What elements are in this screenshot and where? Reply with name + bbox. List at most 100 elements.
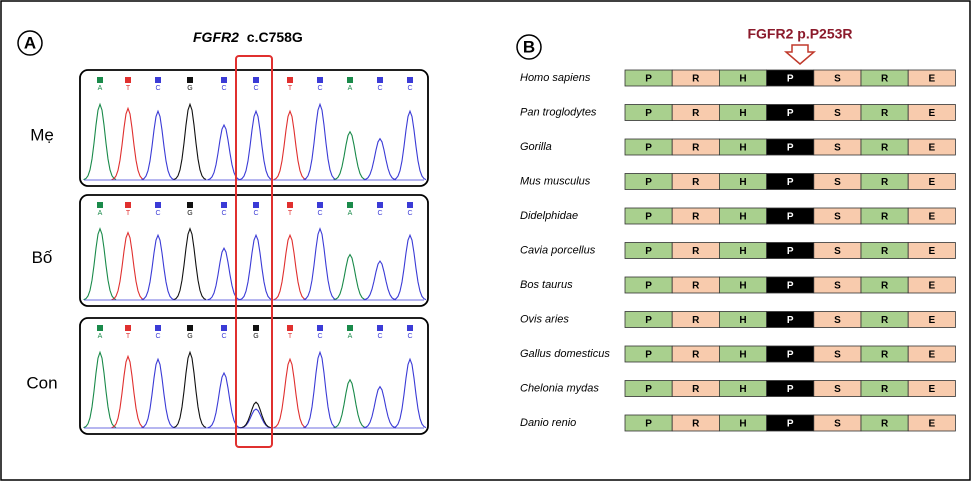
residue: P — [787, 143, 794, 154]
residue: P — [787, 108, 794, 119]
residue: P — [787, 246, 794, 257]
base-marker — [377, 77, 383, 83]
base-call: C — [221, 85, 226, 92]
gene-name: FGFR2 — [193, 29, 239, 45]
residue: E — [928, 281, 935, 292]
base-marker — [317, 202, 323, 208]
residue: E — [928, 74, 935, 85]
species-name: Mus musculus — [520, 175, 591, 187]
base-marker — [253, 202, 259, 208]
base-call: T — [126, 333, 131, 340]
residue: R — [692, 143, 700, 154]
base-marker — [287, 325, 293, 331]
base-marker — [221, 202, 227, 208]
panel-label: A — [24, 33, 36, 52]
base-call: T — [126, 85, 131, 92]
residue: R — [692, 384, 700, 395]
residue: E — [928, 315, 935, 326]
residue: H — [739, 281, 746, 292]
residue: R — [881, 108, 889, 119]
base-call: C — [317, 85, 322, 92]
residue: E — [928, 384, 935, 395]
residue: H — [739, 419, 746, 430]
base-marker — [347, 325, 353, 331]
residue: R — [881, 177, 889, 188]
residue: H — [739, 315, 746, 326]
residue: E — [928, 143, 935, 154]
residue: P — [645, 108, 652, 119]
base-call: A — [348, 333, 353, 340]
base-marker — [187, 202, 193, 208]
residue: P — [645, 143, 652, 154]
residue: P — [645, 315, 652, 326]
base-call: A — [98, 85, 103, 92]
base-call: T — [288, 210, 293, 217]
residue: P — [787, 419, 794, 430]
base-call: C — [317, 333, 322, 340]
residue: P — [787, 350, 794, 361]
base-marker — [187, 77, 193, 83]
base-call: C — [407, 333, 412, 340]
base-call: C — [155, 210, 160, 217]
residue: S — [834, 281, 841, 292]
base-marker — [287, 202, 293, 208]
residue: H — [739, 350, 746, 361]
residue: P — [645, 177, 652, 188]
base-call: T — [288, 333, 293, 340]
residue: R — [692, 108, 700, 119]
residue: P — [645, 350, 652, 361]
residue: R — [881, 74, 889, 85]
residue: S — [834, 212, 841, 223]
residue: P — [787, 281, 794, 292]
base-call: C — [221, 210, 226, 217]
base-marker — [287, 77, 293, 83]
base-marker — [125, 77, 131, 83]
base-call: G — [187, 333, 192, 340]
residue: P — [645, 74, 652, 85]
residue: R — [881, 350, 889, 361]
base-call: C — [407, 210, 412, 217]
species-name: Chelonia mydas — [520, 382, 599, 394]
base-call: C — [377, 210, 382, 217]
base-marker — [377, 325, 383, 331]
species-name: Pan troglodytes — [520, 106, 597, 118]
residue: P — [787, 212, 794, 223]
residue: H — [739, 246, 746, 257]
residue: S — [834, 246, 841, 257]
residue: R — [881, 315, 889, 326]
panel-label: B — [523, 37, 535, 56]
species-name: Bos taurus — [520, 279, 573, 291]
base-call: G — [187, 210, 192, 217]
species-name: Cavia porcellus — [520, 244, 596, 256]
residue: P — [787, 315, 794, 326]
residue: R — [881, 143, 889, 154]
species-name: Homo sapiens — [520, 72, 591, 84]
base-call: C — [155, 333, 160, 340]
species-name: Danio renio — [520, 417, 576, 429]
base-marker — [125, 325, 131, 331]
species-name: Gallus domesticus — [520, 348, 610, 360]
base-marker — [347, 202, 353, 208]
residue: S — [834, 74, 841, 85]
residue: H — [739, 108, 746, 119]
base-call: T — [288, 85, 293, 92]
residue: R — [881, 246, 889, 257]
residue: R — [692, 212, 700, 223]
sample-name: Con — [26, 373, 57, 392]
residue: R — [692, 419, 700, 430]
residue: P — [645, 246, 652, 257]
base-call: A — [98, 333, 103, 340]
residue: R — [881, 419, 889, 430]
base-call: C — [253, 210, 258, 217]
base-call: C — [317, 210, 322, 217]
base-call: C — [155, 85, 160, 92]
residue: E — [928, 246, 935, 257]
base-marker — [187, 325, 193, 331]
base-call: C — [377, 85, 382, 92]
base-marker — [221, 325, 227, 331]
residue: R — [692, 177, 700, 188]
base-marker — [97, 325, 103, 331]
base-marker — [317, 325, 323, 331]
base-call: T — [126, 210, 131, 217]
residue: R — [692, 281, 700, 292]
